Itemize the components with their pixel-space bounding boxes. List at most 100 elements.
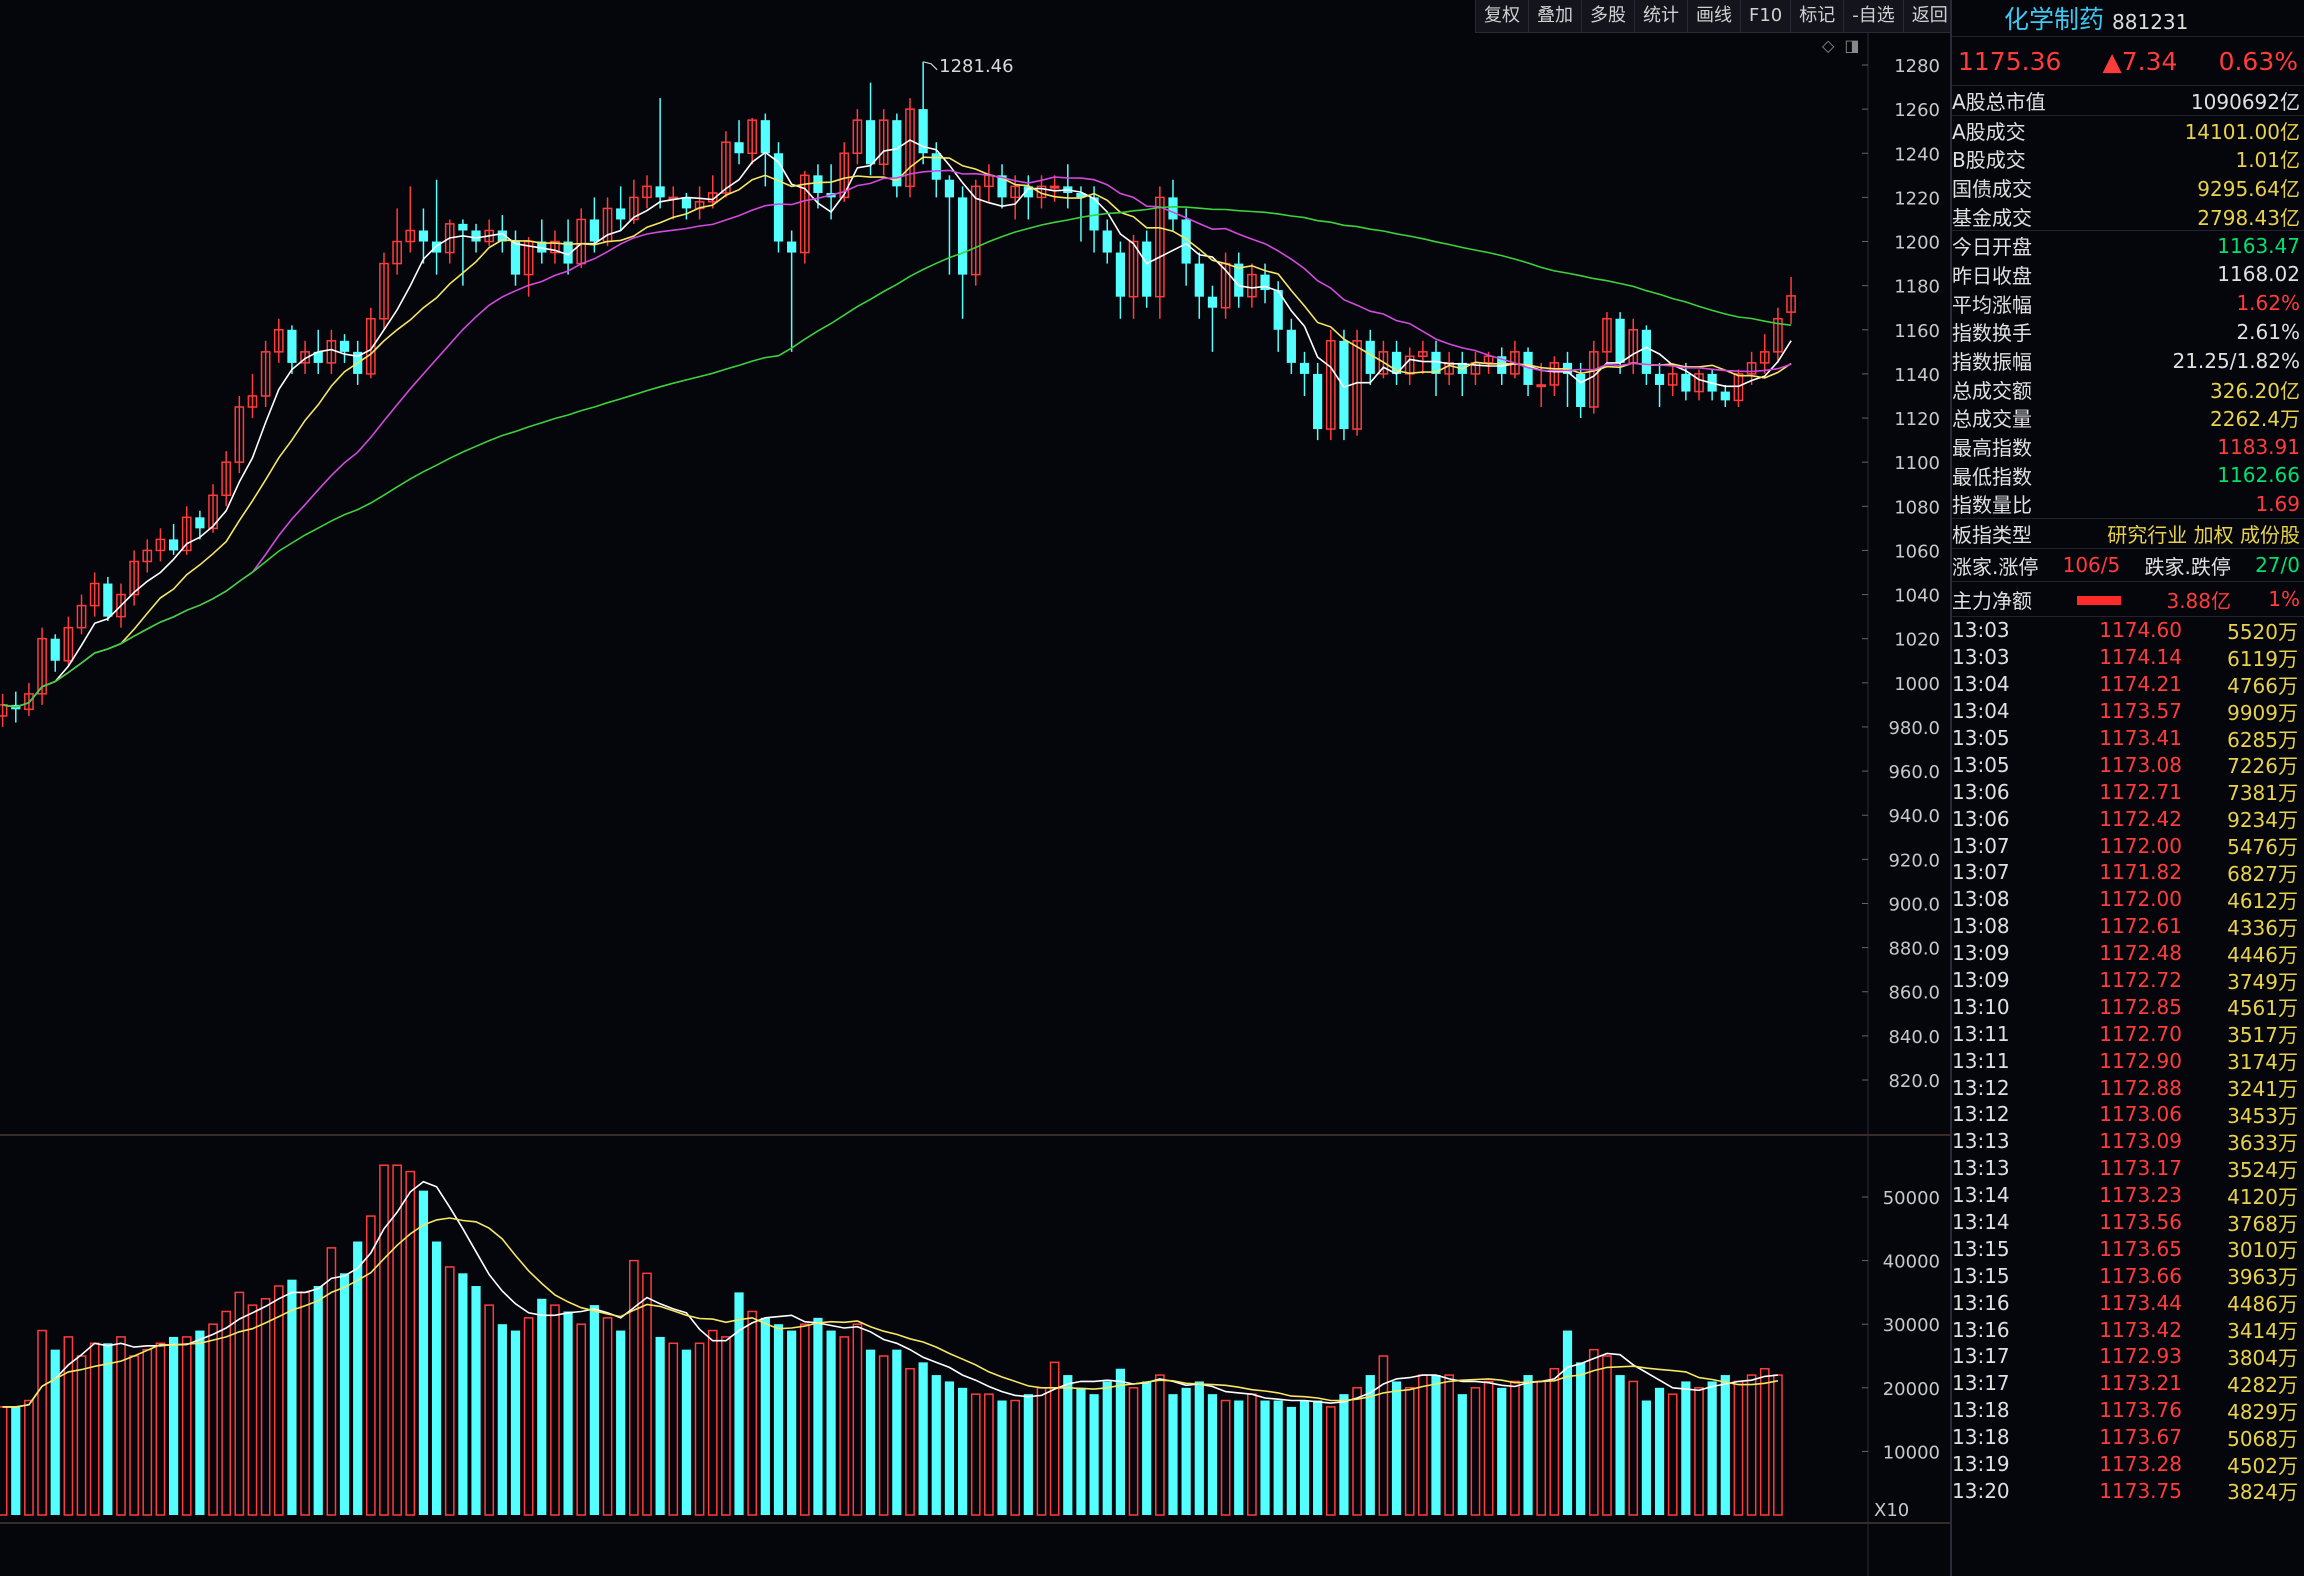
index-type-value[interactable]: 研究行业 加权 成份股 <box>2107 523 2300 548</box>
candle-body <box>589 219 599 242</box>
stat-row: 平均涨幅 1.62% <box>1952 289 2304 318</box>
tick-row: 13:07 1171.82 6827万 <box>1952 859 2304 886</box>
candle-body <box>1773 318 1783 353</box>
candle-body <box>300 351 310 364</box>
candle-body <box>1391 351 1402 374</box>
volume-bar <box>1667 1393 1678 1516</box>
candle-body <box>1497 356 1507 374</box>
volume-bar <box>799 1323 810 1516</box>
stat-label: 总成交量 <box>1952 407 2032 432</box>
volume-bar <box>0 1406 8 1516</box>
toolbar-overlay-button[interactable]: 叠加 <box>1528 0 1581 32</box>
stat-value: 2798.43亿 <box>2197 205 2300 230</box>
tick-time: 13:04 <box>1952 699 2010 724</box>
price-tick-label: 1080 <box>1894 497 1940 518</box>
candle-body <box>1746 362 1757 375</box>
candle-body <box>1549 362 1560 386</box>
tick-price: 1172.72 <box>2099 968 2182 993</box>
tick-row: 13:09 1172.72 3749万 <box>1952 967 2304 994</box>
volume-bar <box>1431 1375 1441 1515</box>
stat-row: 总成交量 2262.4万 <box>1952 404 2304 433</box>
stat-row: A股成交 14101.00亿 <box>1952 116 2304 145</box>
volume-bar <box>970 1393 981 1516</box>
tick-time: 13:15 <box>1952 1236 2010 1261</box>
volume-tick-label: 10000 <box>1883 1442 1940 1463</box>
tick-row: 13:16 1173.42 3414万 <box>1952 1316 2304 1344</box>
tick-time: 13:18 <box>1952 1425 2010 1450</box>
tick-time: 13:17 <box>1952 1371 2010 1396</box>
candle-body <box>616 208 626 220</box>
volume-ma-line <box>2 1217 1779 1408</box>
volume-bar <box>353 1241 363 1515</box>
volume-bar <box>957 1387 968 1515</box>
volume-bar <box>1154 1374 1165 1516</box>
candle-body <box>116 593 126 618</box>
tick-list[interactable]: 13:03 1174.60 5520万 13:03 1174.14 6119万 13:04 1… <box>1952 617 2304 1504</box>
candle-body <box>50 638 60 661</box>
volume-bar <box>103 1343 113 1515</box>
toolbar-multi-stock-button[interactable]: 多股 <box>1581 0 1634 32</box>
tick-row: 13:14 1173.56 3768万 <box>1952 1209 2304 1236</box>
toolbar-fuquan-button[interactable]: 复权 <box>1475 0 1528 32</box>
candle-body <box>787 241 797 253</box>
candle-body <box>287 329 297 363</box>
candle-body <box>1049 185 1060 189</box>
high-marker <box>922 61 938 71</box>
volume-bar <box>892 1349 902 1515</box>
price-tick-label: 900.0 <box>1888 894 1940 915</box>
price-tick-label: 1260 <box>1894 100 1940 121</box>
tick-volume: 4502万 <box>2227 1453 2298 1478</box>
candle-body <box>365 318 376 375</box>
candle-body <box>628 196 639 221</box>
volume-bar <box>1168 1394 1178 1515</box>
candle-body <box>37 637 47 695</box>
tick-price: 1172.42 <box>2099 806 2182 831</box>
chart-area[interactable]: 1280 1260 1240 1220 1200 1180 1160 1140 1120 1100… <box>0 0 1950 1576</box>
fall-label: 跌家.跌停 <box>2144 554 2231 579</box>
tick-row: 13:14 1173.23 4120万 <box>1952 1182 2304 1209</box>
stat-row: B股成交 1.01亿 <box>1952 144 2304 173</box>
volume-bar <box>418 1190 429 1515</box>
toolbar-draw-button[interactable]: 画线 <box>1687 0 1740 32</box>
stat-row: 国债成交 9295.64亿 <box>1952 173 2304 202</box>
stat-row: 总成交额 326.20亿 <box>1952 375 2304 404</box>
tick-time: 13:16 <box>1952 1317 2010 1342</box>
tick-time: 13:14 <box>1952 1183 2010 1208</box>
diamond-icon[interactable]: ◇ <box>1822 36 1835 55</box>
toolbar-back-button[interactable]: 返回 <box>1902 0 1956 32</box>
index-type-label: 板指类型 <box>1952 523 2032 548</box>
volume-bar <box>1654 1387 1665 1515</box>
candle-body <box>1588 351 1599 408</box>
stat-label: 指数换手 <box>1952 321 2032 346</box>
candle-body <box>1667 373 1678 386</box>
toolbar-watchlist-button[interactable]: -自选 <box>1843 0 1903 32</box>
tick-time: 13:05 <box>1952 752 2010 777</box>
toolbar-f10-button[interactable]: F10 <box>1740 0 1790 32</box>
toolbar-mark-button[interactable]: 标记 <box>1790 0 1843 32</box>
tick-price: 1172.70 <box>2099 1021 2182 1046</box>
volume-bar <box>1128 1387 1139 1516</box>
volume-bar <box>1681 1381 1691 1515</box>
toolbar-stats-button[interactable]: 统计 <box>1634 0 1687 32</box>
candle-body <box>1168 197 1178 220</box>
tick-price: 1172.85 <box>2099 994 2182 1019</box>
tick-time: 13:09 <box>1952 941 2010 966</box>
index-code: 881231 <box>2112 10 2189 34</box>
candle-body <box>1313 373 1323 430</box>
tick-time: 13:06 <box>1952 806 2010 831</box>
tick-time: 13:11 <box>1952 1048 2010 1073</box>
stat-label: 基金成交 <box>1952 205 2032 230</box>
tick-price: 1173.65 <box>2099 1236 2182 1261</box>
candle-body <box>458 223 468 231</box>
price-chart[interactable]: 1280 1260 1240 1220 1200 1180 1160 1140 1120 1100… <box>0 0 1950 1576</box>
candle-body <box>1576 373 1586 408</box>
candle-body <box>970 185 981 276</box>
volume-bar <box>747 1310 758 1516</box>
candle-body <box>1194 263 1204 297</box>
volume-bar <box>313 1286 323 1515</box>
tick-time: 13:14 <box>1952 1210 2010 1235</box>
volume-bar <box>155 1342 166 1516</box>
window-icon[interactable]: ◨ <box>1844 36 1860 55</box>
stat-row: 指数量比 1.69 <box>1952 490 2304 520</box>
volume-bar <box>1313 1400 1323 1515</box>
